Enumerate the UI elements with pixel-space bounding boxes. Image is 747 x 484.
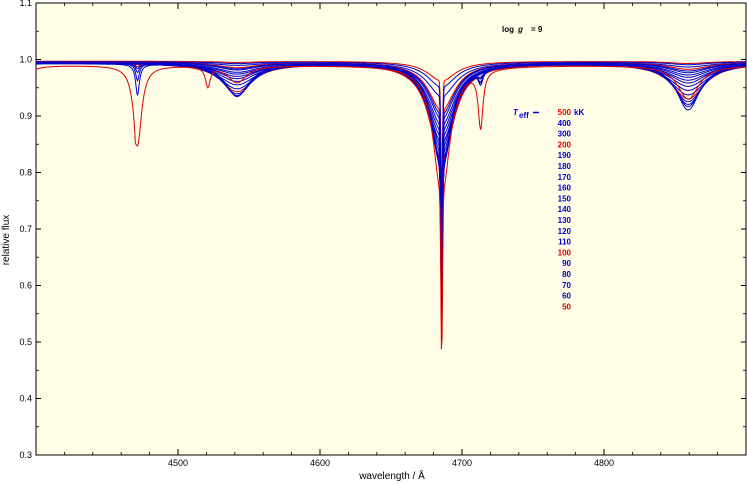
spectrum-line-1: [36, 61, 746, 197]
y-tick-label: 0.8: [19, 168, 32, 178]
legend-entry: 140: [558, 205, 572, 214]
legend-entry: 180: [558, 162, 572, 171]
annotation-eq: = 9: [531, 25, 543, 34]
spectrum-line-0: [36, 60, 746, 188]
x-axis-ticks: 4500 4600 4700 4800: [35, 3, 747, 468]
y-tick-label: 0.9: [19, 111, 32, 121]
legend-entry: 150: [558, 194, 572, 203]
legend-entry: 50: [562, 302, 571, 311]
y-tick-label: 1.1: [19, 0, 32, 8]
legend-entry: 70: [562, 281, 571, 290]
x-tick-label: 4600: [310, 458, 330, 468]
legend-entry: 60: [562, 292, 571, 301]
legend-title-var: T: [513, 108, 519, 117]
y-tick-label: 0.6: [19, 281, 32, 291]
x-axis-label: wavelength / Å: [358, 469, 425, 482]
legend-entry: 120: [558, 227, 572, 236]
spectra-series: [36, 60, 746, 350]
legend-entry: 170: [558, 173, 572, 182]
legend-unit: kK: [574, 108, 584, 117]
x-tick-label: 4500: [168, 458, 188, 468]
legend-entry: 100: [558, 248, 572, 257]
y-axis-label: relative flux: [1, 215, 12, 266]
legend-entry: 300: [558, 130, 572, 139]
y-tick-label: 0.7: [19, 224, 32, 234]
legend-entry: 200: [558, 140, 572, 149]
annotation-log: log: [502, 25, 514, 34]
legend-entry: 500: [558, 108, 572, 117]
plot-area: [35, 2, 747, 456]
spectrum-line-17: [36, 63, 746, 323]
y-tick-label: 1.0: [19, 55, 32, 65]
legend-entry: 110: [558, 238, 571, 247]
y-tick-label: 0.3: [19, 450, 32, 460]
legend-entry: 160: [558, 184, 572, 193]
y-tick-label: 0.5: [19, 337, 32, 347]
legend-entry: 400: [558, 119, 572, 128]
legend-entry: 90: [562, 259, 571, 268]
spectrum-line-5: [36, 62, 746, 239]
y-axis-ticks: 0.3 0.4 0.5 0.6 0.7 0.8 0.9 1.0 1.1: [19, 0, 746, 460]
legend-entry: 130: [558, 216, 572, 225]
spectrum-line-18: [36, 65, 746, 350]
legend-title-sub: eff: [519, 111, 529, 120]
legend-entry: 190: [558, 151, 572, 160]
y-tick-label: 0.4: [19, 394, 32, 404]
legend-entry: 80: [562, 270, 571, 279]
x-tick-label: 4800: [594, 458, 614, 468]
x-tick-label: 4700: [452, 458, 472, 468]
annotation-g: g: [517, 25, 523, 34]
